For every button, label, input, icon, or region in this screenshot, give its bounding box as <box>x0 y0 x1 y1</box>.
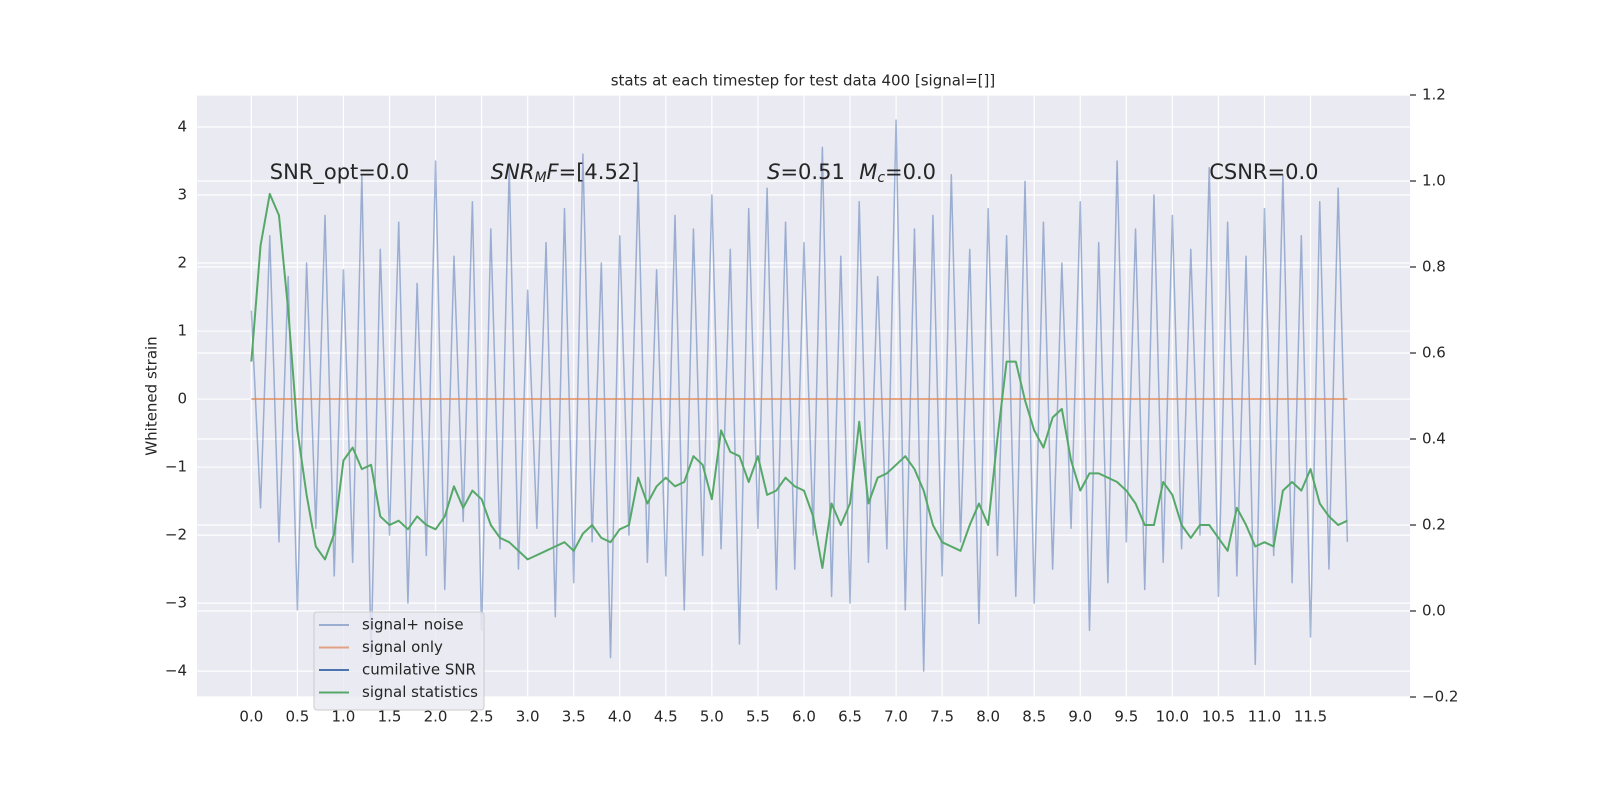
y2-tick-label: −0.2 <box>1422 688 1458 706</box>
y-tick-label: 0 <box>177 390 187 408</box>
y2-tick-label: 0.6 <box>1422 344 1446 362</box>
y-tick-label: 4 <box>177 117 187 135</box>
x-tick-label: 6.5 <box>838 708 862 726</box>
y2-tick-label: 0.8 <box>1422 258 1446 276</box>
x-tick-label: 1.5 <box>378 708 402 726</box>
y-tick-label: −3 <box>165 594 187 612</box>
x-tick-label: 8.5 <box>1022 708 1046 726</box>
annotation-part: =0.0 <box>885 160 936 184</box>
series-line <box>250 192 1348 569</box>
x-tick-label: 2.5 <box>470 708 494 726</box>
legend-label: cumilative SNR <box>362 661 476 679</box>
legend: signal+ noise signal only cumilative SNR si… <box>313 611 485 711</box>
x-tick-label: 7.5 <box>930 708 954 726</box>
annotation: CSNR=0.0 <box>1209 160 1318 184</box>
x-tick-label: 6.0 <box>792 708 816 726</box>
annotation: Mc=0.0 <box>859 160 936 186</box>
annotation-part: =0.51 <box>780 160 844 184</box>
y2-tick-label: 1.2 <box>1422 86 1446 104</box>
annotation-part: M <box>534 170 546 186</box>
legend-label: signal only <box>362 638 443 656</box>
y-tick-label: 2 <box>177 254 187 272</box>
x-tick-label: 5.0 <box>700 708 724 726</box>
x-tick-label: 11.0 <box>1248 708 1281 726</box>
x-tick-label: 4.0 <box>608 708 632 726</box>
x-tick-label: 0.5 <box>285 708 309 726</box>
annotation-part: S <box>767 160 780 184</box>
y2-tick-label: 1.0 <box>1422 172 1446 190</box>
legend-box <box>313 611 485 711</box>
y-tick-label: −4 <box>165 662 187 680</box>
x-tick-label: 10.5 <box>1202 708 1235 726</box>
annotation-part: c <box>877 170 885 186</box>
x-tick-label: 9.0 <box>1068 708 1092 726</box>
annotation-part: SNR <box>491 160 535 184</box>
y-tick-label: −2 <box>165 526 187 544</box>
annotation: SNR_opt=0.0 <box>270 160 410 185</box>
x-tick-label: 11.5 <box>1294 708 1327 726</box>
x-tick-label: 4.5 <box>654 708 678 726</box>
x-tick-label: 9.5 <box>1114 708 1138 726</box>
annotation-part: SNR_opt=0.0 <box>270 160 410 185</box>
x-tick-label: 8.0 <box>976 708 1000 726</box>
chart-title: stats at each timestep for test data 400… <box>611 72 996 90</box>
legend-label: signal statistics <box>362 683 478 701</box>
series-line <box>250 119 1349 672</box>
x-tick-label: 0.0 <box>239 708 263 726</box>
y-tick-label: −1 <box>165 458 187 476</box>
legend-label: signal+ noise <box>362 616 464 634</box>
annotation-part: F <box>547 160 560 184</box>
x-tick-label: 3.0 <box>516 708 540 726</box>
y-axis-label: Whitened strain <box>143 336 161 455</box>
x-tick-label: 1.0 <box>332 708 356 726</box>
y2-tick-label: 0.4 <box>1422 430 1446 448</box>
x-tick-label: 7.0 <box>884 708 908 726</box>
y-tick-label: 1 <box>177 322 187 340</box>
annotation-part: =[4.52] <box>559 160 640 184</box>
x-tick-label: 2.0 <box>424 708 448 726</box>
x-tick-label: 3.5 <box>562 708 586 726</box>
y2-tick-label: 0.0 <box>1422 602 1446 620</box>
y2-tick-label: 0.2 <box>1422 516 1446 534</box>
x-tick-label: 5.5 <box>746 708 770 726</box>
y-tick-label: 3 <box>177 185 187 203</box>
annotation: S=0.51 <box>767 160 845 184</box>
x-tick-label: 10.0 <box>1156 708 1189 726</box>
annotation: SNRMF=[4.52] <box>491 160 640 186</box>
annotation-part: M <box>859 160 877 184</box>
annotation-part: CSNR=0.0 <box>1209 160 1318 184</box>
